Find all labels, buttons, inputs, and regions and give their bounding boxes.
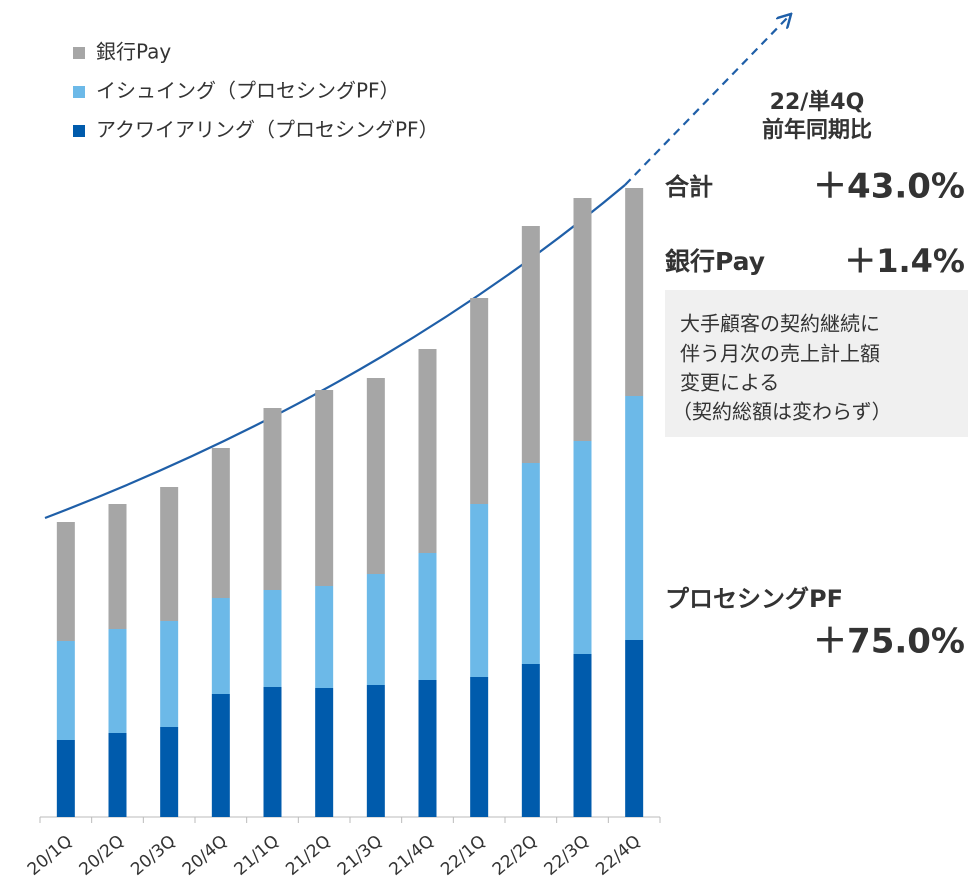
bar-segment [315, 688, 334, 817]
bar-segment [625, 396, 644, 640]
annotation: プロセシングPF [665, 585, 843, 613]
bar-segment [418, 553, 437, 680]
x-tick-label: 22/1Q [437, 831, 489, 879]
bar-segment [108, 504, 127, 629]
bar-segment [108, 733, 127, 817]
legend-label: アクワイアリング（プロセシングPF） [96, 118, 439, 142]
x-tick-label: 22/4Q [592, 831, 644, 879]
trend-arrow-dashed [624, 15, 790, 186]
annotation: ＋43.0% [813, 167, 965, 207]
annotation: 22/単4Q [770, 89, 865, 115]
bar-segment [573, 198, 592, 441]
annotation: ＋75.0% [813, 622, 965, 662]
bar-segment [263, 590, 282, 687]
x-tick-label: 22/3Q [541, 831, 593, 879]
x-tick-label: 22/2Q [489, 831, 541, 879]
bar-segment [418, 680, 437, 817]
bar-segment [211, 598, 230, 694]
note-line: 伴う月次の売上計上額 [680, 342, 880, 366]
bar-segment [521, 664, 540, 817]
x-tick-label: 20/3Q [127, 831, 179, 879]
trend-arrow [44, 184, 626, 520]
legend-swatch [73, 86, 85, 98]
bar-segment [56, 522, 75, 641]
bar-segment [160, 487, 179, 621]
x-tick-label: 20/1Q [24, 831, 76, 879]
x-tick-label: 20/4Q [179, 831, 231, 879]
bar-segment [573, 654, 592, 817]
bar-segment [521, 226, 540, 463]
annotation: 前年同期比 [762, 117, 872, 143]
bar-segment [56, 641, 75, 740]
annotation: 銀行Pay [665, 247, 765, 276]
bar-segment [470, 504, 489, 677]
x-tick-label: 21/4Q [386, 831, 438, 879]
bar-segment [625, 640, 644, 817]
annotation: ＋1.4% [844, 242, 965, 280]
bar-segment [470, 677, 489, 817]
legend-label: イシュイング（プロセシングPF） [96, 79, 400, 103]
bar-segment [263, 408, 282, 590]
bar-segment [160, 727, 179, 817]
x-tick-label: 21/2Q [282, 831, 334, 879]
x-tick-label: 20/2Q [76, 831, 128, 879]
bar-segment [366, 574, 385, 685]
note-line: （契約総額は変わらず） [672, 400, 892, 424]
annotation: 合計 [665, 173, 713, 201]
note-box [665, 290, 968, 437]
bar-segment [418, 349, 437, 553]
note-line: 大手顧客の契約継続に [680, 312, 880, 336]
bar-segment [315, 586, 334, 688]
legend-swatch [73, 47, 85, 59]
bar-segment [625, 188, 644, 396]
bar-segment [108, 629, 127, 733]
legend-label: 銀行Pay [96, 40, 171, 64]
bar-segment [366, 378, 385, 574]
x-tick-label: 21/1Q [231, 831, 283, 879]
note-line: 変更による [680, 371, 779, 395]
bar-segment [470, 298, 489, 504]
bar-segment [573, 441, 592, 654]
legend-swatch [73, 125, 85, 137]
bar-segment [263, 687, 282, 817]
bar-segment [211, 448, 230, 598]
bar-segment [366, 685, 385, 817]
bar-segment [56, 740, 75, 817]
x-tick-label: 21/3Q [334, 831, 386, 879]
bar-segment [315, 390, 334, 586]
annotations: 22/単4Q 前年同期比 合計 ＋43.0% 銀行Pay ＋1.4% 大手顧客の… [665, 89, 965, 662]
bar-segment [160, 621, 179, 727]
bar-segment [211, 694, 230, 817]
bar-segment [521, 463, 540, 664]
